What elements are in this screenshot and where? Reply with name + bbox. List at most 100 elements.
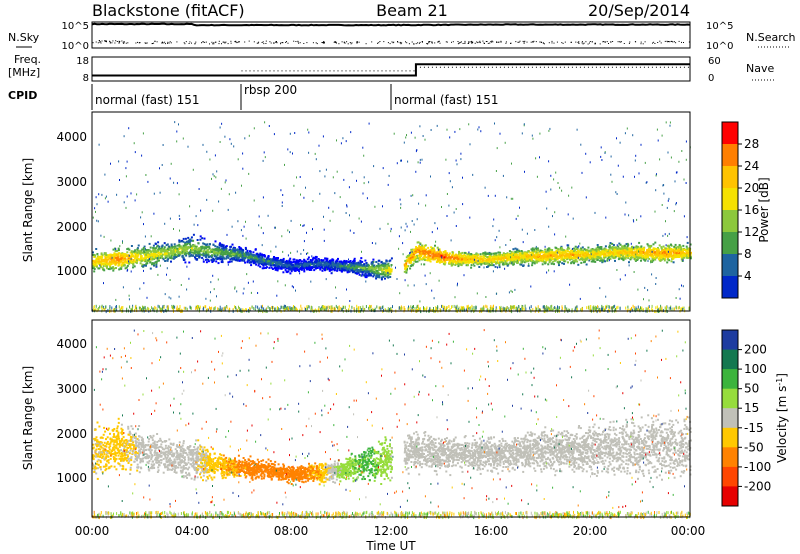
power-cell: [344, 260, 347, 263]
power-cell: [149, 246, 152, 249]
power-cell: [163, 246, 166, 249]
power-cell: [176, 247, 179, 250]
power-cell: [125, 266, 128, 269]
power-cell: [308, 268, 311, 271]
noise-left-tick-high: 10^5: [62, 21, 89, 32]
power-cell: [450, 260, 453, 263]
power-cell: [361, 269, 364, 272]
power-cell: [553, 254, 556, 257]
nsearch-dot: [270, 42, 272, 44]
power-cell: [531, 255, 533, 258]
power-cell: [268, 258, 271, 261]
power-cell: [448, 252, 451, 255]
power-cell: [385, 259, 388, 262]
power-cell: [599, 259, 602, 262]
power-cell: [566, 253, 569, 255]
nsearch-dot: [316, 43, 318, 45]
power-cell: [291, 263, 294, 266]
power-cell: [162, 253, 164, 256]
power-cell: [515, 260, 518, 263]
power-cell: [347, 268, 350, 271]
power-cell: [197, 242, 200, 245]
power-cell: [185, 254, 188, 257]
power-cell: [311, 267, 314, 269]
power-cell: [377, 259, 380, 262]
power-cell: [534, 250, 537, 253]
power-cell: [166, 250, 169, 253]
noise-panel-frame: [91, 21, 691, 49]
power-cell: [375, 277, 378, 280]
freq-tick-low: 8: [83, 73, 89, 84]
power-cell: [667, 244, 670, 247]
power-cell: [167, 258, 170, 261]
power-cell: [381, 276, 383, 279]
freq-line: [92, 63, 690, 77]
power-cell: [143, 264, 146, 267]
nsearch-dot: [383, 41, 385, 43]
power-cell: [346, 264, 349, 267]
power-cell: [465, 264, 468, 267]
nsearch-dot: [161, 41, 163, 43]
power-cell: [103, 253, 106, 255]
power-cell: [225, 251, 228, 253]
nsearch-dot: [484, 43, 485, 44]
power-cell: [141, 251, 144, 254]
noise-panel: N.Sky N.Search 10^5 10^0 10^5 10^0: [8, 21, 796, 52]
power-cell: [529, 259, 532, 262]
power-cell: [245, 255, 247, 258]
nsearch-dot: [287, 42, 289, 44]
power-cell: [358, 273, 361, 276]
power-cell: [549, 256, 552, 259]
power-cell: [569, 258, 571, 261]
power-cell: [122, 258, 125, 261]
power-cell: [566, 248, 569, 251]
nsearch-dot: [629, 41, 631, 43]
power-cell: [345, 261, 348, 264]
power-cell: [141, 248, 144, 251]
power-cell: [369, 266, 371, 268]
power-cell: [636, 252, 639, 255]
nsearch-dot: [116, 41, 118, 42]
power-cell: [164, 255, 167, 258]
power-cell: [316, 264, 319, 267]
power-cell: [221, 248, 223, 251]
power-cell: [604, 254, 607, 257]
nsearch-dot: [248, 40, 250, 42]
power-cell: [236, 248, 239, 251]
power-cell: [669, 253, 672, 255]
power-cell: [174, 255, 177, 257]
power-cell: [117, 259, 120, 262]
power-cell: [426, 259, 429, 262]
power-cell: [635, 249, 638, 251]
nsearch-dot: [464, 42, 466, 44]
power-cell: [375, 275, 378, 278]
power-cell: [595, 247, 598, 250]
power-cell: [267, 255, 270, 257]
power-cell: [103, 262, 106, 265]
power-cell: [638, 254, 641, 257]
power-cell: [457, 265, 460, 268]
power-cell: [640, 254, 643, 257]
power-cell: [216, 245, 219, 248]
power-cell: [108, 268, 111, 271]
power-cell: [250, 256, 253, 258]
power-cell: [229, 253, 232, 256]
power-cell: [275, 268, 278, 271]
power-cell: [460, 262, 463, 265]
nsearch-dot: [518, 41, 520, 43]
nsearch-dot: [496, 41, 498, 43]
power-cell: [563, 262, 565, 265]
power-cell: [263, 260, 266, 263]
power-cell: [186, 248, 189, 250]
power-cell: [212, 257, 215, 260]
power-cell: [625, 243, 628, 246]
power-cell: [306, 258, 309, 261]
nsearch-dot: [265, 40, 267, 42]
nsearch-dot: [657, 42, 659, 43]
power-cell: [112, 257, 114, 260]
nsearch-dot: [230, 42, 232, 44]
power-cell: [497, 251, 500, 254]
power-cell: [120, 264, 123, 267]
power-cell: [241, 259, 244, 262]
power-cell: [297, 265, 300, 267]
